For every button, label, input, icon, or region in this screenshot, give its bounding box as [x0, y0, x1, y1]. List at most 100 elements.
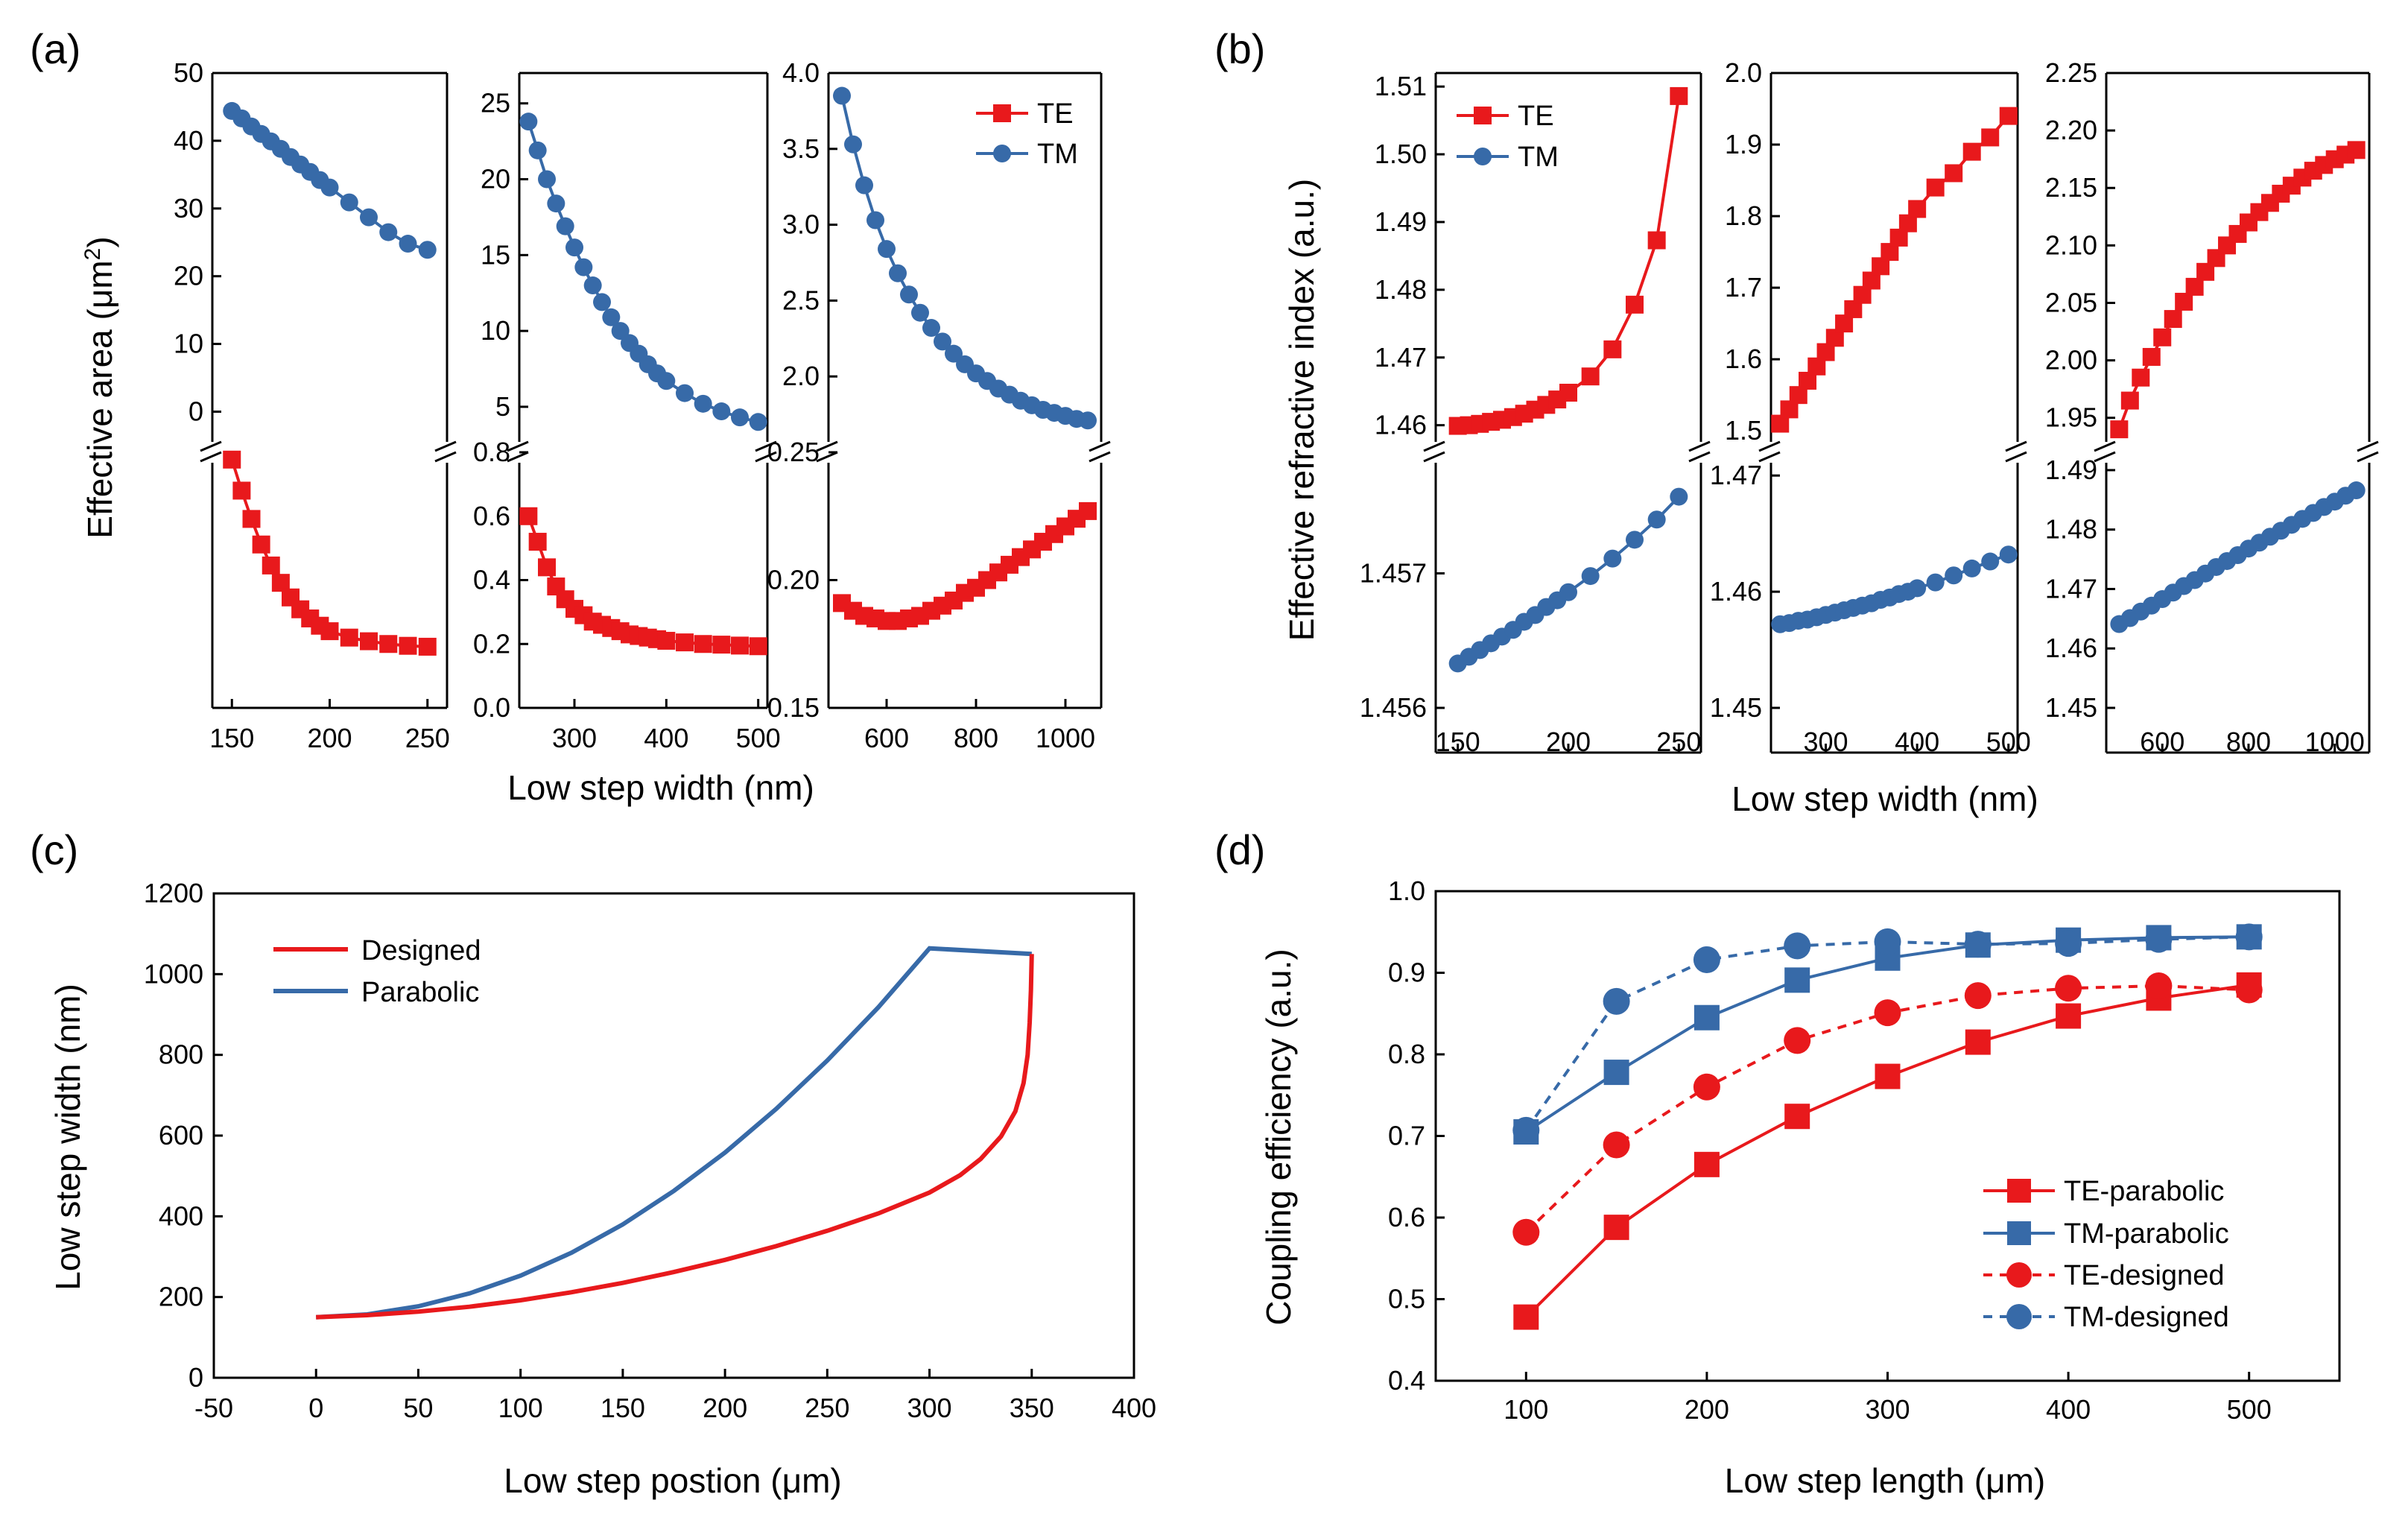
- a-sub1-te-point: [320, 622, 339, 641]
- a-y-axis-label-sup: 2: [80, 248, 105, 261]
- legend-b-tm-marker: [1474, 148, 1492, 165]
- c-xtick-label: 350: [1010, 1393, 1054, 1423]
- a-sub2-top-ytick-label: 10: [481, 315, 510, 346]
- b-sub2-tm-point: [1926, 573, 1945, 592]
- a-sub2-tm-point: [583, 276, 602, 295]
- d-ytick-label: 0.9: [1388, 958, 1425, 988]
- b-sub1-top-ytick-label: 1.47: [1375, 342, 1427, 373]
- a-sub2-tm-point: [519, 113, 538, 131]
- legend-d-tm-designed-marker: [2006, 1304, 2032, 1329]
- b-sub2-xtick-label: 400: [1895, 727, 1939, 757]
- legend-d-te-parabolic-label: TE-parabolic: [2064, 1176, 2224, 1207]
- c-xtick-label: 400: [1112, 1393, 1156, 1423]
- d-tm-parabolic-point: [1784, 967, 1810, 993]
- b-sub2-break-right: [2005, 440, 2027, 463]
- c-designed-line: [316, 954, 1034, 1320]
- b-sub1-break-right: [1688, 440, 1711, 463]
- c-ytick-label: 0: [188, 1362, 203, 1393]
- c-ytick-label: 1000: [144, 958, 203, 989]
- d-tm-designed-point: [1512, 1116, 1540, 1144]
- c-xtick-label: 200: [703, 1393, 747, 1423]
- c-xtick-label: -50: [194, 1393, 233, 1423]
- c-xtick-label: 250: [805, 1393, 849, 1423]
- d-te-designed-point: [1603, 1131, 1630, 1159]
- a-sub1-te-point: [418, 637, 437, 656]
- c-xtick-label: 50: [403, 1393, 433, 1423]
- b-sub2-tm-point: [1945, 566, 1963, 585]
- a-sub2-tm-point: [602, 308, 621, 326]
- a-sub1-top-ytick-label: 10: [174, 329, 203, 359]
- a-sub2-tm-point: [712, 402, 731, 421]
- b-sub3-top-ytick-label: 2.15: [2045, 172, 2097, 203]
- a-sub3-tm-point: [855, 176, 873, 194]
- legend-d-te-designed-marker: [2006, 1262, 2032, 1288]
- b-sub3-te-point: [2153, 328, 2172, 346]
- a-sub2-top-ytick-label: 20: [481, 164, 510, 194]
- a-sub2-bottom-ytick-label: 0.4: [473, 565, 510, 595]
- b-sub1-tm-point: [1626, 531, 1644, 549]
- a-sub1-top-ytick-label: 0: [188, 396, 203, 426]
- a-sub2-tm-point: [657, 372, 676, 390]
- b-sub1-xtick-label: 200: [1546, 727, 1591, 757]
- b-sub2-bottom-ytick-label: 1.45: [1710, 692, 1762, 723]
- a-y-axis-label: Effective area (μm2): [80, 236, 119, 538]
- panel-label-d: (d): [1214, 826, 1265, 873]
- a-sub1-te-point: [379, 635, 398, 653]
- b-sub2-te-point: [1999, 107, 2018, 125]
- d-xtick-label: 200: [1685, 1394, 1729, 1425]
- b-sub3-te-point: [2175, 292, 2193, 311]
- legend-d-tm-designed-label: TM-designed: [2064, 1302, 2229, 1333]
- legend-a-te-marker: [993, 104, 1011, 122]
- a-sub2-tm-point: [593, 293, 611, 311]
- a-sub3-tm-point: [1079, 411, 1097, 430]
- a-sub2-te-point: [712, 636, 731, 654]
- a-sub2-bottom-ytick-label: 0.8: [473, 437, 510, 467]
- a-sub1-tm-point: [320, 178, 339, 197]
- b-sub1-break-left: [1423, 440, 1445, 463]
- a-sub3-tm-point: [900, 285, 918, 304]
- d-ytick-label: 0.5: [1388, 1284, 1425, 1314]
- legend-c-parabolic-label: Parabolic: [361, 977, 479, 1008]
- d-te-parabolic-point: [1603, 1215, 1629, 1241]
- a-sub1-te-point: [360, 632, 378, 651]
- d-xtick-label: 100: [1504, 1394, 1548, 1425]
- b-sub2-te-point: [1962, 142, 1981, 161]
- a-sub3-te-point: [1079, 501, 1097, 520]
- b-sub3-top-ytick-label: 2.10: [2045, 230, 2097, 260]
- legend-d-te-designed-label: TE-designed: [2064, 1260, 2224, 1291]
- b-sub1-te-point: [1670, 86, 1688, 105]
- d-te-designed-point: [1693, 1073, 1720, 1101]
- b-sub1-top-te-line: [1457, 95, 1681, 428]
- a-sub1-top-ytick-label: 30: [174, 193, 203, 224]
- b-sub1-bottom-ytick-label: 1.456: [1360, 692, 1427, 723]
- b-sub1-bottom-ytick-label: 1.457: [1360, 557, 1427, 588]
- d-x-axis-label: Low step length (μm): [1725, 1461, 2045, 1500]
- a-sub2-tm-point: [749, 413, 767, 431]
- b-sub3-te-point: [2142, 347, 2161, 366]
- d-te-designed-point: [2235, 976, 2263, 1004]
- b-sub3-te-point: [2110, 420, 2129, 439]
- b-sub1-te-point: [1647, 231, 1666, 250]
- d-tm-designed-point: [1964, 931, 1992, 958]
- c-xtick-label: 100: [498, 1393, 543, 1423]
- b-sub1-xtick-label: 150: [1436, 727, 1480, 757]
- d-tm-designed-point: [1874, 928, 1901, 955]
- legend-b-te-label: TE: [1518, 101, 1554, 132]
- a-sub3-tm-point: [833, 86, 851, 105]
- b-sub2-top-ytick-label: 1.7: [1725, 272, 1762, 303]
- a-sub1-top-ytick-label: 20: [174, 261, 203, 291]
- d-te-designed-point: [1512, 1218, 1540, 1246]
- b-sub3-te-point: [2185, 277, 2204, 296]
- a-sub3-bottom-ytick-label: 0.20: [767, 565, 820, 595]
- a-sub2-te-point: [749, 637, 767, 656]
- b-sub1-top-ytick-label: 1.49: [1375, 206, 1427, 237]
- b-sub3-bottom-ytick-label: 1.46: [2045, 633, 2097, 663]
- c-xtick-label: 150: [601, 1393, 645, 1423]
- a-sub3-break-left: [816, 440, 838, 463]
- b-sub2-bottom-ytick-label: 1.47: [1710, 460, 1762, 490]
- c-parabolic-line: [316, 946, 1032, 1320]
- b-sub1-te-point: [1603, 340, 1622, 358]
- d-te-parabolic-point: [1875, 1063, 1901, 1089]
- a-sub3-top-ytick-label: 3.5: [782, 133, 820, 164]
